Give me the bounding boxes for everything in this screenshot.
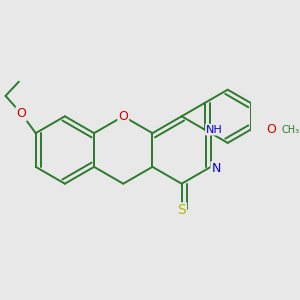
Text: S: S: [177, 203, 186, 217]
Text: CH₃: CH₃: [282, 124, 300, 135]
Text: N: N: [212, 162, 221, 175]
Text: O: O: [16, 107, 26, 120]
Text: O: O: [266, 123, 276, 136]
Text: O: O: [118, 110, 128, 123]
Text: NH: NH: [206, 124, 223, 135]
